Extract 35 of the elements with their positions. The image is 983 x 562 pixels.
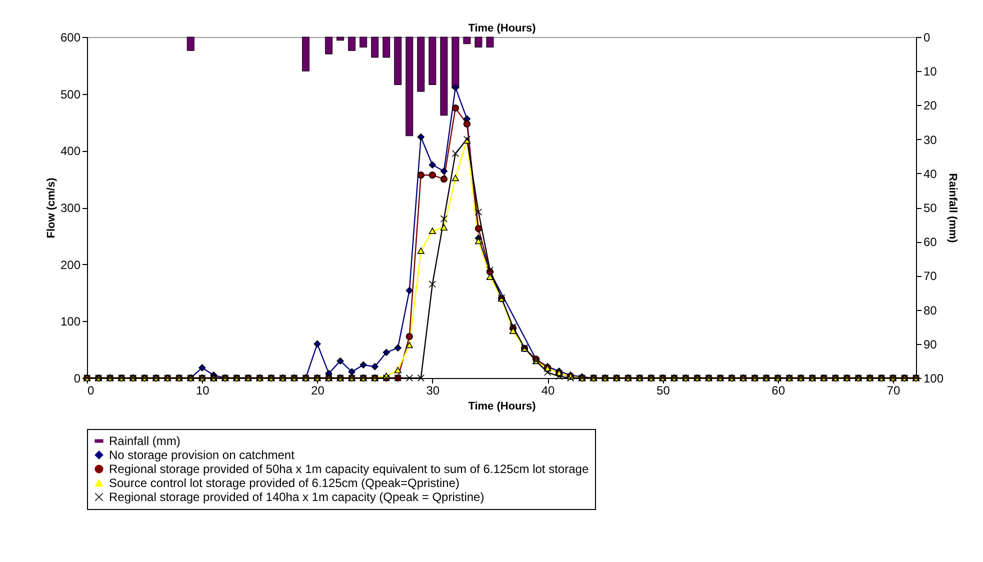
y2-tick-label: 10 — [924, 64, 938, 79]
y-tick-label: 600 — [60, 30, 81, 44]
y2-tick-label: 70 — [924, 269, 938, 284]
y-tick-label: 100 — [60, 314, 81, 329]
y-tick-label: 300 — [60, 201, 81, 215]
x-tick-label: 10 — [196, 384, 210, 398]
y2-tick-label: 90 — [924, 337, 938, 352]
y-axis-title: Flow (cm/s) — [45, 177, 58, 238]
y2-tick-label: 0 — [924, 30, 930, 44]
y2-tick-label: 20 — [924, 98, 938, 113]
legend-label: Rainfall (mm) — [109, 434, 180, 448]
legend-label: Regional storage provided of 50ha x 1m capacity equivalent to sum of 6.125cm lot storage — [109, 462, 589, 476]
y-tick-label: 0 — [74, 372, 81, 386]
y-tick-label: 400 — [60, 144, 81, 158]
x2-axis-title: Time (Hours) — [468, 22, 536, 34]
y-tick-label: 200 — [60, 258, 81, 272]
legend-label: Source control lot storage provided of 6.125cm (Qpeak=Qpristine) — [109, 476, 460, 490]
y2-tick-label: 100 — [924, 372, 944, 386]
y2-tick-label: 50 — [924, 201, 938, 215]
x-tick-label: 20 — [311, 384, 325, 398]
legend-label: No storage provision on catchment — [109, 448, 296, 462]
x-axis-title: Time (Hours) — [468, 400, 536, 412]
x-tick-label: 0 — [88, 384, 94, 398]
x-tick-label: 30 — [426, 384, 440, 398]
y2-tick-label: 80 — [924, 303, 938, 318]
y2-axis-title: Rainfall (mm) — [946, 173, 959, 244]
x-tick-label: 60 — [772, 384, 786, 398]
x-tick-label: 50 — [656, 384, 670, 398]
legend-label: Regional storage provided of 140ha x 1m capacity (Qpeak = Qpristine) — [109, 490, 484, 504]
x-tick-label: 40 — [541, 384, 556, 398]
y2-tick-label: 40 — [924, 166, 938, 181]
y2-tick-label: 60 — [924, 235, 938, 250]
x-tick-label: 70 — [886, 384, 900, 398]
y-tick-label: 500 — [60, 87, 81, 102]
y2-tick-label: 30 — [924, 132, 938, 147]
